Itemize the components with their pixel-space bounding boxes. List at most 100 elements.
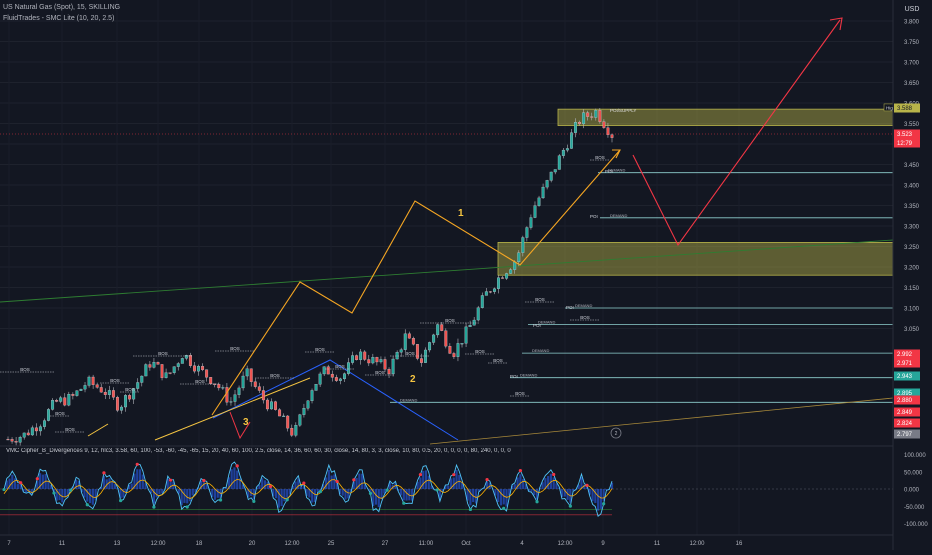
price-axis[interactable]: 3.8003.7503.7003.6503.6003.5503.5003.450… bbox=[892, 0, 932, 550]
demand-label: DEMAND bbox=[532, 348, 549, 353]
time-tick: Oct bbox=[461, 541, 471, 547]
poi-label: POI bbox=[605, 169, 613, 174]
candle-body bbox=[209, 377, 213, 385]
bos-label: BOS bbox=[315, 347, 325, 352]
osc-wave-line bbox=[3, 461, 613, 517]
candle-body bbox=[553, 169, 557, 173]
price-marker-label: 3.523 bbox=[897, 132, 913, 138]
bos-label: BOS bbox=[270, 373, 280, 378]
osc-mf-line bbox=[3, 478, 613, 499]
candle-body bbox=[148, 364, 152, 368]
demand-levels-layer: DEMAND DEMAND DEMAND DEMAND DEMAND DEMAND DEMA… bbox=[390, 168, 893, 403]
candle-body bbox=[351, 355, 355, 363]
candle-body bbox=[334, 377, 338, 381]
osc-dot bbox=[35, 477, 39, 481]
bos-label: BOS bbox=[335, 364, 345, 369]
poi-label: POI bbox=[566, 305, 574, 310]
price-tick: 3.100 bbox=[904, 307, 920, 313]
osc-dot bbox=[69, 488, 73, 492]
bos-label: BOS bbox=[125, 387, 135, 392]
candle-body bbox=[71, 394, 75, 396]
osc-dot bbox=[19, 481, 23, 485]
candle-body bbox=[411, 338, 415, 345]
candle-body bbox=[432, 334, 436, 343]
candle-body bbox=[197, 366, 200, 372]
candle-body bbox=[120, 406, 123, 411]
candle-body bbox=[428, 342, 432, 351]
currency-label[interactable]: USD bbox=[904, 6, 920, 13]
price-marker-badge bbox=[894, 138, 920, 148]
candle-body bbox=[103, 391, 107, 395]
candle-body bbox=[87, 376, 91, 386]
candle-body bbox=[363, 351, 367, 360]
demand-zone bbox=[497, 241, 894, 276]
wave-label-1: 1 bbox=[458, 208, 464, 219]
price-tick: 3.800 bbox=[904, 20, 920, 26]
candle-body bbox=[310, 390, 314, 402]
red-small-path bbox=[229, 411, 251, 440]
candle-body bbox=[261, 390, 265, 401]
candle-body bbox=[326, 366, 330, 375]
osc-dot bbox=[218, 498, 223, 502]
osc-dot bbox=[202, 478, 206, 483]
osc-dot bbox=[268, 484, 273, 489]
osc-dot bbox=[402, 501, 406, 505]
osc-dot bbox=[568, 504, 572, 508]
price-marker-label: 2.971 bbox=[897, 361, 913, 367]
candle-body bbox=[330, 373, 334, 378]
candle-body bbox=[30, 427, 34, 436]
bos-label: BOS bbox=[493, 358, 503, 363]
price-marker-badge bbox=[894, 371, 920, 381]
osc-dot bbox=[418, 472, 423, 477]
candle-body bbox=[233, 394, 237, 402]
osc-dot bbox=[235, 464, 239, 468]
candle-body bbox=[298, 414, 302, 426]
osc-dot bbox=[168, 478, 173, 482]
candle-body bbox=[205, 369, 209, 378]
candle-body bbox=[338, 378, 342, 381]
bos-label: BOS bbox=[195, 379, 205, 384]
candle-body bbox=[18, 437, 22, 443]
candle-body bbox=[391, 358, 395, 375]
symbol-title: US Natural Gas (Spot), 15, SKILLING bbox=[3, 4, 121, 11]
candle-body bbox=[95, 384, 99, 388]
candle-body bbox=[115, 397, 119, 411]
orange-trendline bbox=[429, 397, 894, 445]
candle-body bbox=[43, 420, 46, 427]
candle-body bbox=[578, 121, 582, 125]
bos-label: BOS bbox=[475, 349, 485, 354]
osc-dot bbox=[135, 462, 139, 466]
smc-labels-layer: POI/SUPPLY High BOS BOS BOS BOS BOS BOS BOS BOS BO… bbox=[0, 103, 899, 433]
candle-body bbox=[533, 205, 537, 218]
osc-tick: 50.000 bbox=[904, 470, 923, 476]
candles-layer bbox=[6, 108, 614, 447]
osc-dot bbox=[285, 498, 289, 502]
candle-body bbox=[144, 364, 148, 377]
price-marker-badge bbox=[894, 388, 920, 398]
candle-body bbox=[497, 277, 500, 289]
yellow-small-path bbox=[87, 423, 109, 437]
time-axis[interactable]: 7 11 13 12:00 18 20 12:00 25 27 11:00 Oct 4 12:00 9 11… bbox=[0, 534, 893, 547]
candle-body bbox=[399, 349, 403, 353]
bos-label: BOS bbox=[158, 351, 168, 356]
price-tick: 3.300 bbox=[904, 225, 920, 231]
candle-body bbox=[602, 121, 606, 128]
candle-body bbox=[387, 369, 391, 375]
candle-body bbox=[253, 381, 257, 387]
price-marker-badge bbox=[894, 418, 920, 428]
time-tick: 12:00 bbox=[689, 541, 705, 547]
osc-dot bbox=[452, 473, 456, 477]
price-marker-label: 3.588 bbox=[897, 106, 913, 112]
candle-body bbox=[549, 171, 553, 181]
bos-label: BOS bbox=[595, 155, 605, 160]
candle-body bbox=[160, 364, 164, 378]
candle-body bbox=[403, 333, 407, 350]
candle-body bbox=[476, 307, 480, 321]
time-tick: 25 bbox=[328, 541, 335, 547]
osc-dot bbox=[535, 500, 539, 504]
price-tick: 3.350 bbox=[904, 204, 920, 210]
candle-body bbox=[229, 401, 233, 403]
price-marker-badge bbox=[894, 129, 920, 139]
